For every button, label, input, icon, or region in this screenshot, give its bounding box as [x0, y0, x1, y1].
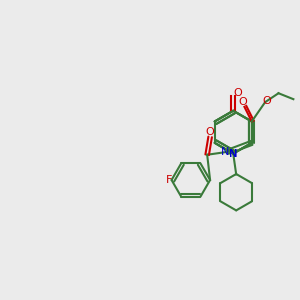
Text: O: O: [233, 88, 242, 98]
Text: N: N: [229, 148, 237, 159]
Text: F: F: [165, 175, 172, 185]
Text: N: N: [229, 148, 237, 159]
Text: O: O: [206, 128, 214, 137]
Text: O: O: [238, 98, 247, 107]
Text: N: N: [229, 148, 237, 159]
Text: O: O: [262, 96, 271, 106]
Text: N: N: [221, 147, 229, 157]
